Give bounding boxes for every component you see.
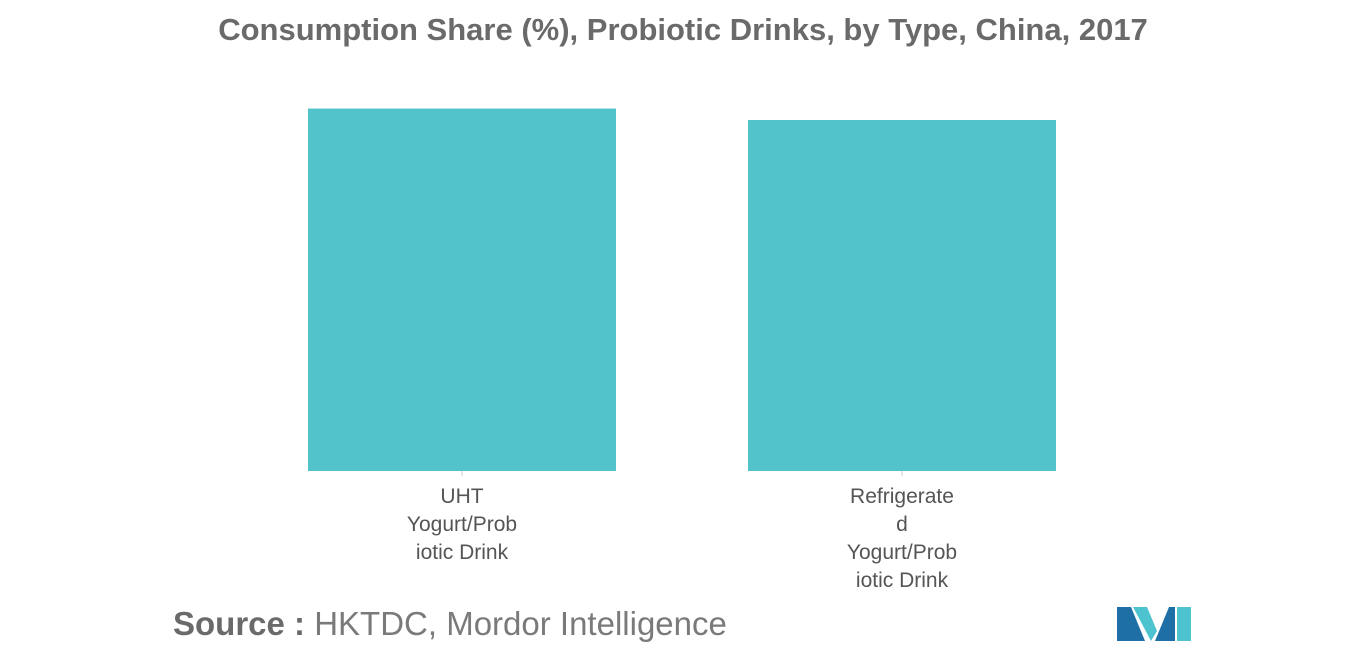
chart-title: Consumption Share (%), Probiotic Drinks,… [218,12,1148,47]
x-tick-label-0: UHT Yogurt/Prob iotic Drink [407,485,517,564]
x-axis-labels: UHT Yogurt/Prob iotic Drink Refrigerate d Yog… [407,485,957,592]
bar-1 [748,119,1056,471]
source-text: HKTDC, Mordor Intelligence [314,605,727,642]
x-tick-label-1: Refrigerate d Yogurt/Prob iotic Drink [847,485,957,592]
mordor-logo-icon [1117,607,1191,641]
source-label: Source : [173,605,306,642]
bar-0 [308,108,616,472]
source-note: Source : HKTDC, Mordor Intelligence [173,605,727,643]
bar-chart: UHT Yogurt/Prob iotic Drink Refrigerate d Yog… [308,108,1056,592]
bars-group [308,108,1056,476]
